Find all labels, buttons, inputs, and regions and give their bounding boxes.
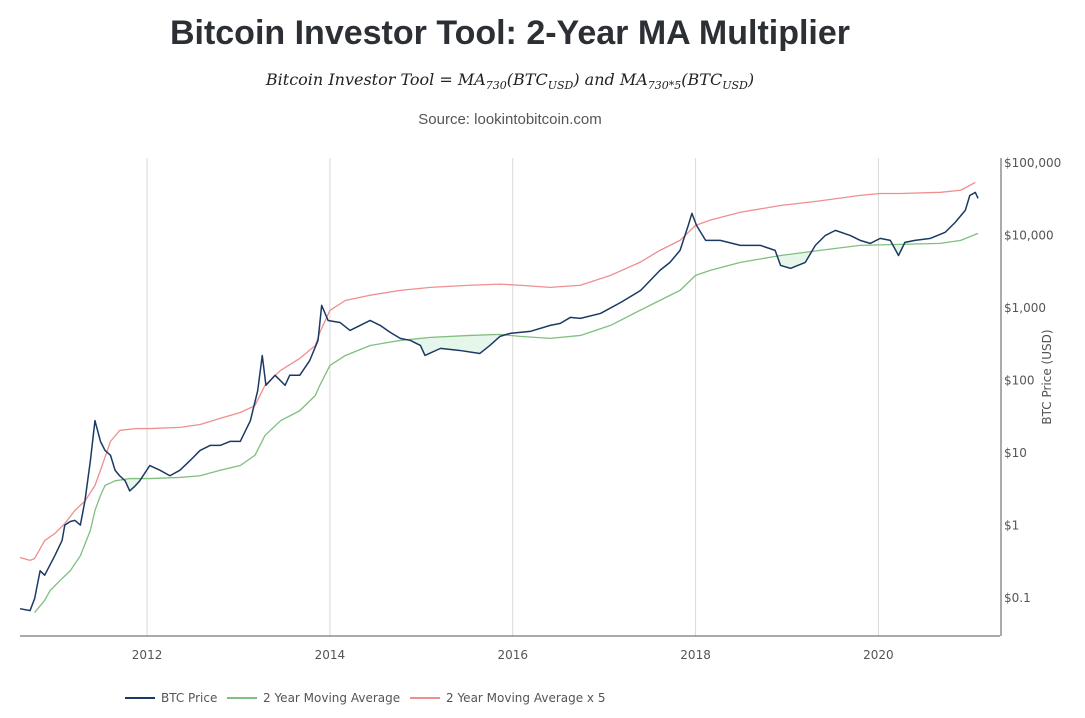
legend-swatch (125, 697, 155, 699)
x-tick-label: 2012 (132, 648, 163, 662)
y-tick-label: $1,000 (1004, 301, 1046, 315)
undervalued-fill-area (34, 233, 979, 613)
legend-swatch (410, 697, 440, 699)
y-axis-label: BTC Price (USD) (1040, 329, 1054, 424)
chart-formula: Bitcoin Investor Tool = MA730(BTCUSD) an… (265, 70, 755, 93)
legend-label: BTC Price (161, 691, 218, 705)
x-tick-label: 2018 (680, 648, 711, 662)
x-tick-label: 2020 (863, 648, 894, 662)
y-tick-label: $10 (1004, 446, 1027, 460)
legend-item-btc-price[interactable]: BTC Price (125, 691, 217, 705)
x-tick-label: 2016 (497, 648, 528, 662)
legend-item-2y-ma-x5[interactable]: 2 Year Moving Average x 5 (410, 691, 605, 705)
y-tick-label: $100 (1004, 373, 1035, 387)
chart-source: Source: lookintobitcoin.com (418, 111, 602, 128)
legend-swatch (227, 697, 257, 699)
series-line-2y-ma-x5 (19, 181, 976, 562)
legend-label: 2 Year Moving Average (263, 691, 401, 705)
y-tick-label: $100,000 (1004, 156, 1061, 170)
series-line-2y-ma (34, 232, 979, 613)
y-tick-label: $1 (1004, 518, 1019, 532)
legend-label: 2 Year Moving Average x 5 (446, 691, 606, 705)
x-tick-label: 2014 (315, 648, 346, 662)
chart-title: Bitcoin Investor Tool: 2-Year MA Multipl… (169, 14, 851, 52)
legend-item-2y-ma[interactable]: 2 Year Moving Average (227, 691, 400, 705)
series-line-btc-price (19, 191, 979, 612)
y-tick-label: $10,000 (1004, 228, 1054, 242)
y-tick-label: $0.1 (1004, 591, 1031, 605)
